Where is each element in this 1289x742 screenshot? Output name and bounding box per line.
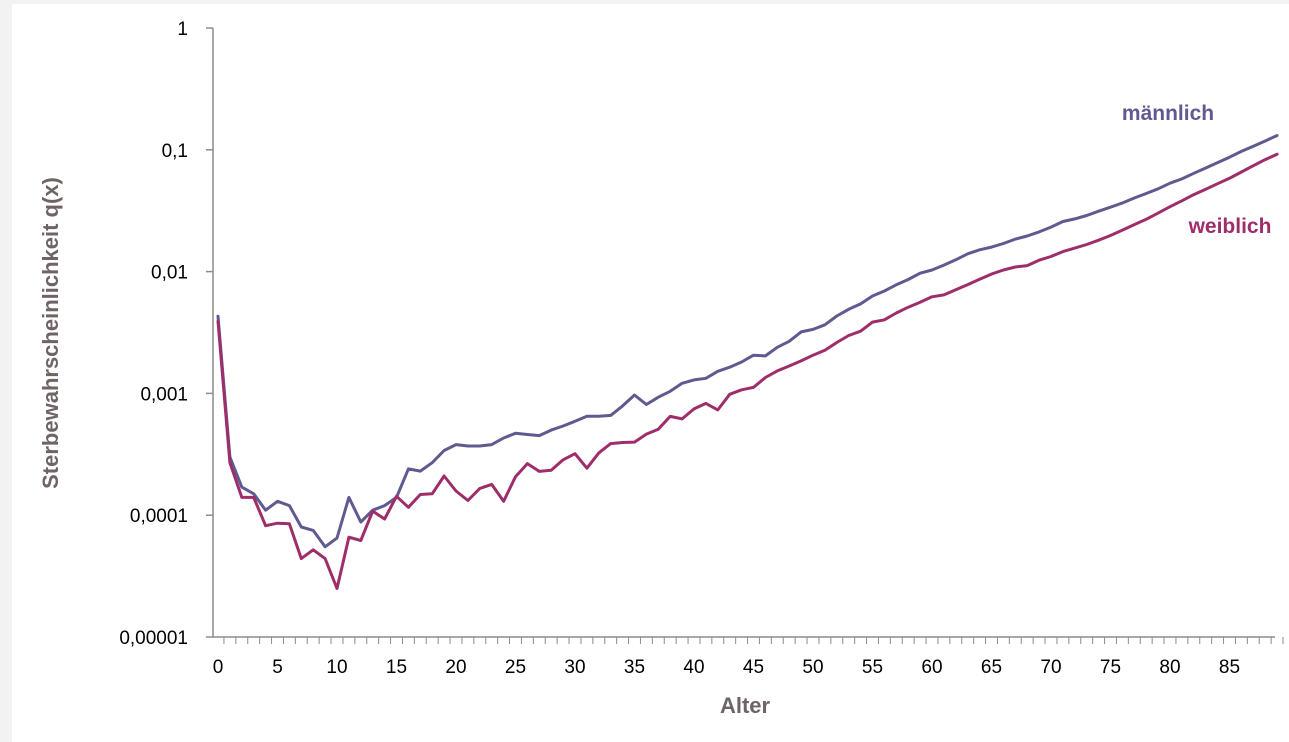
x-tick-label: 35 — [624, 657, 645, 678]
x-tick-label: 80 — [1159, 657, 1180, 678]
axes — [212, 28, 1275, 638]
y-ticks: 0,00001 0,0001 0,001 0,01 0,1 1 — [119, 19, 213, 649]
x-tick-label: 65 — [981, 657, 1002, 678]
series-labels: männlich weiblich — [1122, 102, 1272, 238]
series-label-männlich: männlich — [1122, 102, 1214, 125]
x-tick-label: 60 — [921, 657, 942, 678]
x-tick-label: 15 — [386, 657, 407, 678]
y-axis-title: Sterbewahrscheinlichkeit q(x) — [38, 177, 63, 489]
y-tick-label: 0,0001 — [130, 506, 188, 527]
x-ticks: 0 5 10 15 20 25 30 35 40 45 50 55 60 65 70 75 80 85 — [213, 637, 1284, 678]
x-tick-label: 50 — [802, 657, 823, 678]
y-tick-label: 0,00001 — [119, 628, 188, 649]
x-tick-label: 55 — [862, 657, 883, 678]
series-line-männlich — [216, 134, 1279, 549]
series-label-weiblich: weiblich — [1188, 215, 1272, 238]
y-tick-label: 1 — [177, 19, 188, 40]
series-line-weiblich — [216, 152, 1279, 590]
x-axis-title: Alter — [720, 693, 771, 718]
x-tick-label: 30 — [564, 657, 585, 678]
y-tick-label: 0,01 — [151, 263, 188, 284]
y-tick-label: 0,1 — [162, 141, 188, 162]
x-tick-label: 75 — [1100, 657, 1121, 678]
x-tick-label: 25 — [505, 657, 526, 678]
x-tick-label: 45 — [743, 657, 764, 678]
x-tick-label: 85 — [1219, 657, 1240, 678]
x-tick-label: 0 — [213, 657, 224, 678]
x-tick-label: 20 — [445, 657, 466, 678]
x-tick-label: 10 — [326, 657, 347, 678]
chart-panel — [12, 4, 1289, 742]
x-tick-label: 70 — [1040, 657, 1061, 678]
x-tick-label: 5 — [272, 657, 283, 678]
x-tick-label: 40 — [683, 657, 704, 678]
y-tick-label: 0,001 — [140, 384, 188, 405]
series-lines — [216, 134, 1279, 590]
